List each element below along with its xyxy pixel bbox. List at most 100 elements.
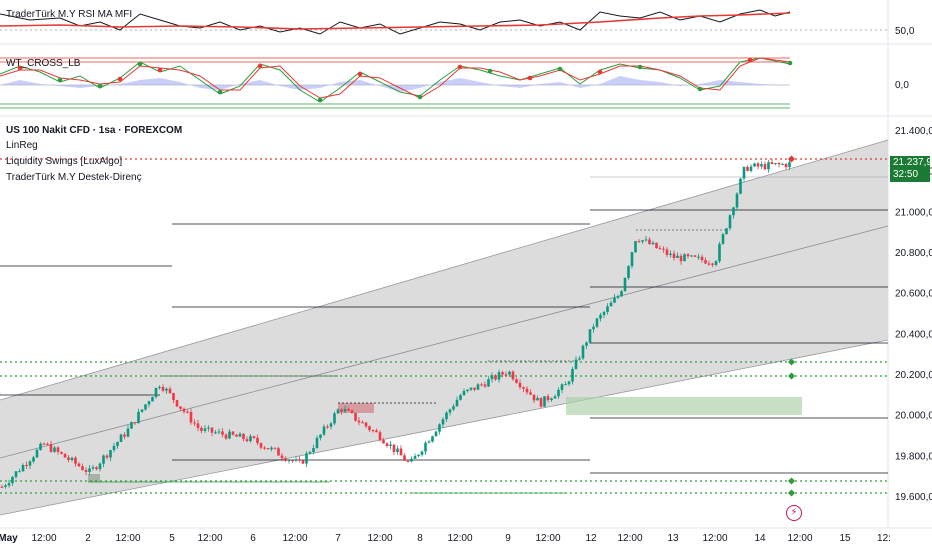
candle-body [189, 411, 193, 423]
candle-body [690, 255, 693, 257]
candle-body [602, 311, 606, 315]
candle-body [445, 412, 448, 420]
candle-body [301, 460, 305, 464]
candle-body [235, 434, 238, 437]
candle-body [343, 409, 347, 412]
candle-body [592, 326, 595, 330]
candle-body [588, 329, 592, 343]
candle-body [424, 442, 427, 452]
indicator-legend-liquidity-swings[interactable]: Liquidity Swings [LuxAlgo] [6, 156, 123, 167]
candle-body [53, 447, 56, 452]
candle-body [497, 372, 501, 380]
level-marker [787, 372, 796, 380]
indicator-legend-linreg[interactable]: LinReg [6, 140, 38, 151]
candle-body [137, 411, 140, 424]
candle-body [21, 464, 25, 472]
price-axis-label: 20.800,0 [895, 248, 932, 259]
candle-body [557, 389, 560, 397]
candle-body [746, 166, 749, 171]
candle-body [732, 207, 735, 216]
candle-body [7, 483, 11, 486]
candle-body [221, 431, 224, 435]
candle-body [322, 426, 326, 435]
wt-cross-dot [697, 86, 703, 92]
candle-body [676, 255, 679, 259]
candle-body [123, 434, 126, 437]
candle-body [168, 388, 172, 394]
candle-body [452, 406, 455, 410]
candle-body [406, 460, 410, 462]
candle-body [756, 163, 760, 167]
candle-body [431, 436, 434, 442]
candle-body [585, 342, 588, 346]
candle-body [679, 255, 683, 262]
candle-body [210, 427, 214, 433]
candle-body [655, 242, 658, 249]
candle-body [0, 486, 4, 488]
candle-body [287, 460, 291, 462]
level-marker [787, 477, 796, 485]
wt-cross-pane[interactable] [0, 57, 793, 109]
candle-body [382, 440, 385, 444]
indicator-legend-destek-direnc[interactable]: TraderTürk M.Y Destek-Direnç [6, 172, 142, 183]
candle-body [494, 375, 497, 380]
candle-body [728, 215, 732, 229]
candle-body [46, 443, 49, 445]
rsi-pane-title[interactable]: TraderTürk M.Y RSI MA MFI [6, 9, 133, 20]
candle-body [616, 296, 620, 298]
lightning-icon[interactable]: ⚡ [786, 505, 802, 521]
candle-body [525, 388, 529, 393]
bar-countdown: 32:50 [893, 169, 919, 180]
time-axis-label: 5 [169, 533, 175, 544]
candle-body [686, 254, 690, 257]
candle-body [634, 241, 637, 253]
candle-body [256, 437, 259, 444]
candle-body [735, 193, 739, 208]
candle-body [714, 261, 718, 265]
candle-body [669, 253, 672, 255]
candle-body [63, 453, 67, 458]
wt-cross-dot [137, 61, 143, 67]
candle-body [543, 396, 546, 407]
symbol-title[interactable]: US 100 Nakit CFD · 1sa · FOREXCOM [6, 125, 183, 136]
candle-body [504, 374, 508, 376]
time-axis[interactable]: May 12:00 2 12:00 5 12:00 6 12:00 7 12:00 8 12:00 9 1… [0, 533, 891, 544]
time-axis-label: 12:00 [282, 533, 307, 544]
candle-body [11, 476, 14, 484]
candle-body [98, 463, 102, 470]
candle-body [308, 452, 312, 454]
time-axis-label: 12: [877, 533, 891, 544]
candle-body [627, 266, 630, 278]
wt-cross-dot [357, 71, 363, 77]
candle-body [280, 455, 284, 459]
candle-body [560, 384, 564, 390]
price-axis-label: 21.000,0 [895, 207, 932, 218]
candle-body [567, 381, 571, 385]
candle-body [595, 318, 599, 327]
candle-body [459, 395, 462, 400]
candle-body [200, 427, 203, 431]
candle-body [630, 252, 634, 267]
candle-body [91, 467, 95, 469]
main-price-pane[interactable] [0, 139, 889, 516]
candle-body [270, 447, 273, 450]
candle-body [333, 413, 336, 424]
linreg-mid [0, 225, 889, 459]
rsi-pane[interactable] [0, 9, 888, 35]
candle-body [266, 448, 270, 450]
candle-body [448, 409, 452, 413]
wt-cross-dot [257, 63, 263, 69]
time-axis-label: 12 [585, 533, 597, 544]
candle-body [662, 248, 665, 250]
candle-body [154, 387, 158, 398]
wt-pane-title[interactable]: WT_CROSS_LB [6, 58, 81, 69]
candle-body [658, 248, 662, 250]
price-axis[interactable]: 50,0 0,0 21.400,021.200,021.000,020.800,… [895, 26, 932, 503]
candle-body [77, 463, 81, 467]
candle-body [217, 431, 221, 433]
wt-histogram [0, 76, 790, 92]
candle-body [147, 401, 151, 405]
candle-body [88, 468, 91, 472]
time-axis-label: 12:00 [535, 533, 560, 544]
